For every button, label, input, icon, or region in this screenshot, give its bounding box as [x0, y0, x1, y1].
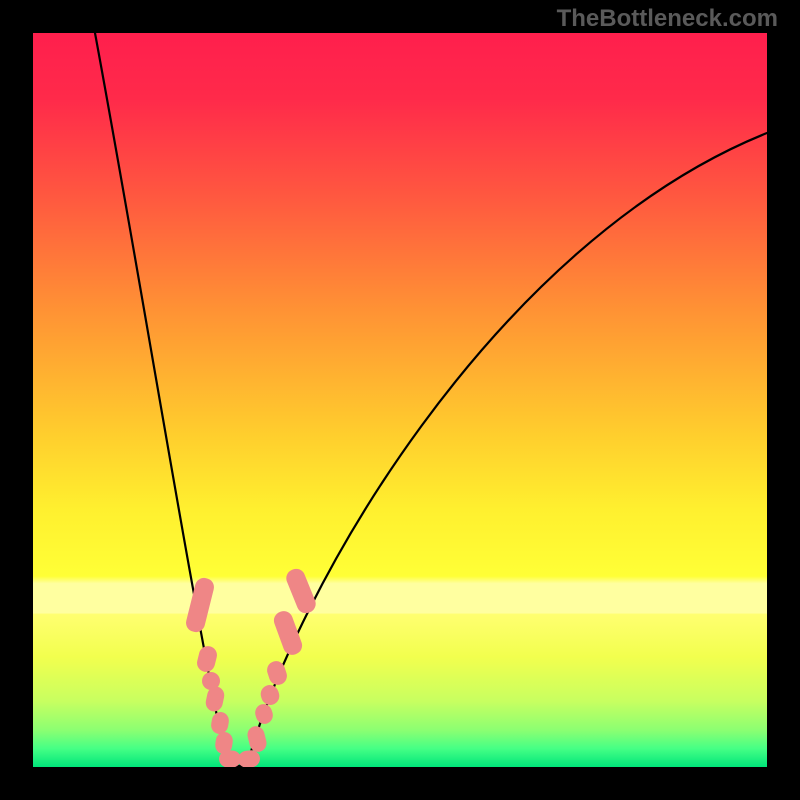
data-marker: [246, 724, 269, 753]
data-marker: [195, 644, 219, 674]
data-marker: [184, 576, 216, 634]
data-marker: [271, 609, 304, 658]
data-markers-layer: [33, 33, 767, 767]
data-marker: [284, 566, 319, 616]
data-marker: [253, 702, 275, 726]
data-marker: [258, 683, 281, 708]
stage: TheBottleneck.com: [0, 0, 800, 800]
watermark-text: TheBottleneck.com: [557, 5, 778, 33]
data-marker: [237, 749, 261, 767]
data-marker: [219, 751, 241, 768]
data-marker: [265, 659, 290, 687]
plot-area: [33, 33, 767, 767]
data-marker: [210, 711, 231, 736]
